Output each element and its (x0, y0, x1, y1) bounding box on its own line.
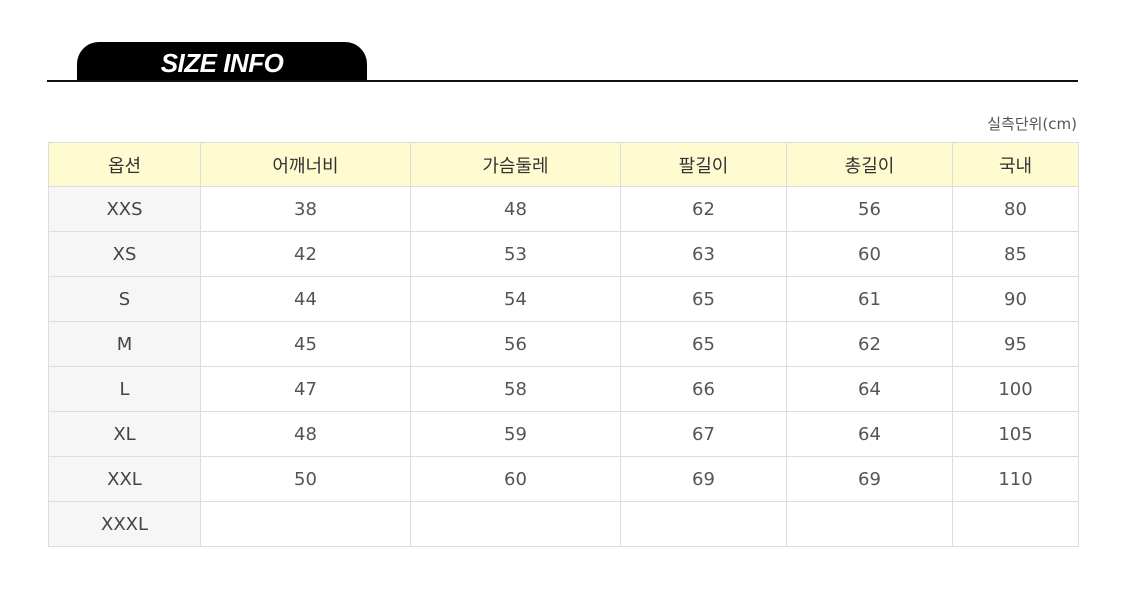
measurement-cell: 66 (620, 366, 787, 412)
table-row: XXS 38 48 62 56 80 (48, 186, 1079, 232)
measurement-cell: 64 (786, 411, 953, 457)
column-header: 어깨너비 (200, 142, 411, 187)
section-title: SIZE INFO (160, 48, 284, 78)
unit-note: 실측단위(cm) (987, 115, 1077, 133)
column-header: 총길이 (786, 142, 953, 187)
measurement-cell: 90 (952, 276, 1079, 322)
column-header: 옵션 (48, 142, 201, 187)
measurement-cell: 48 (410, 186, 621, 232)
header-row: 옵션 어깨너비 가슴둘레 팔길이 총길이 국내 (48, 142, 1079, 187)
measurement-cell: 67 (620, 411, 787, 457)
measurement-cell: 64 (786, 366, 953, 412)
measurement-cell: 69 (620, 456, 787, 502)
measurement-cell: 53 (410, 231, 621, 277)
table-row: S 44 54 65 61 90 (48, 276, 1079, 322)
measurement-cell: 110 (952, 456, 1079, 502)
size-option-cell: XS (48, 231, 201, 277)
measurement-cell: 50 (200, 456, 411, 502)
measurement-cell (786, 501, 953, 547)
measurement-cell (952, 501, 1079, 547)
size-option-cell: XXL (48, 456, 201, 502)
measurement-cell: 60 (410, 456, 621, 502)
measurement-cell: 62 (786, 321, 953, 367)
table-row: L 47 58 66 64 100 (48, 366, 1079, 412)
column-header: 국내 (952, 142, 1079, 187)
table-row: XXL 50 60 69 69 110 (48, 456, 1079, 502)
table-row: XXXL (48, 501, 1079, 547)
measurement-cell: 59 (410, 411, 621, 457)
measurement-cell: 60 (786, 231, 953, 277)
measurement-cell: 56 (410, 321, 621, 367)
measurement-cell: 85 (952, 231, 1079, 277)
measurement-cell (620, 501, 787, 547)
measurement-cell: 105 (952, 411, 1079, 457)
size-option-cell: XXXL (48, 501, 201, 547)
measurement-cell: 65 (620, 276, 787, 322)
measurement-cell (410, 501, 621, 547)
measurement-cell: 100 (952, 366, 1079, 412)
measurement-cell: 48 (200, 411, 411, 457)
measurement-cell: 54 (410, 276, 621, 322)
size-table: 옵션 어깨너비 가슴둘레 팔길이 총길이 국내 XXS 38 48 62 56 80 XS 42 53 63… (48, 142, 1079, 547)
size-option-cell: XL (48, 411, 201, 457)
measurement-cell: 80 (952, 186, 1079, 232)
size-option-cell: S (48, 276, 201, 322)
measurement-cell: 47 (200, 366, 411, 412)
size-info-tab: SIZE INFO (77, 42, 367, 82)
size-option-cell: XXS (48, 186, 201, 232)
measurement-cell: 69 (786, 456, 953, 502)
measurement-cell (200, 501, 411, 547)
measurement-cell: 65 (620, 321, 787, 367)
table-row: XS 42 53 63 60 85 (48, 231, 1079, 277)
measurement-cell: 62 (620, 186, 787, 232)
measurement-cell: 61 (786, 276, 953, 322)
measurement-cell: 58 (410, 366, 621, 412)
measurement-cell: 44 (200, 276, 411, 322)
measurement-cell: 42 (200, 231, 411, 277)
measurement-cell: 45 (200, 321, 411, 367)
measurement-cell: 63 (620, 231, 787, 277)
table-row: XL 48 59 67 64 105 (48, 411, 1079, 457)
size-option-cell: L (48, 366, 201, 412)
measurement-cell: 95 (952, 321, 1079, 367)
measurement-cell: 38 (200, 186, 411, 232)
measurement-cell: 56 (786, 186, 953, 232)
table-row: M 45 56 65 62 95 (48, 321, 1079, 367)
column-header: 가슴둘레 (410, 142, 621, 187)
divider (47, 80, 1078, 82)
size-option-cell: M (48, 321, 201, 367)
column-header: 팔길이 (620, 142, 787, 187)
